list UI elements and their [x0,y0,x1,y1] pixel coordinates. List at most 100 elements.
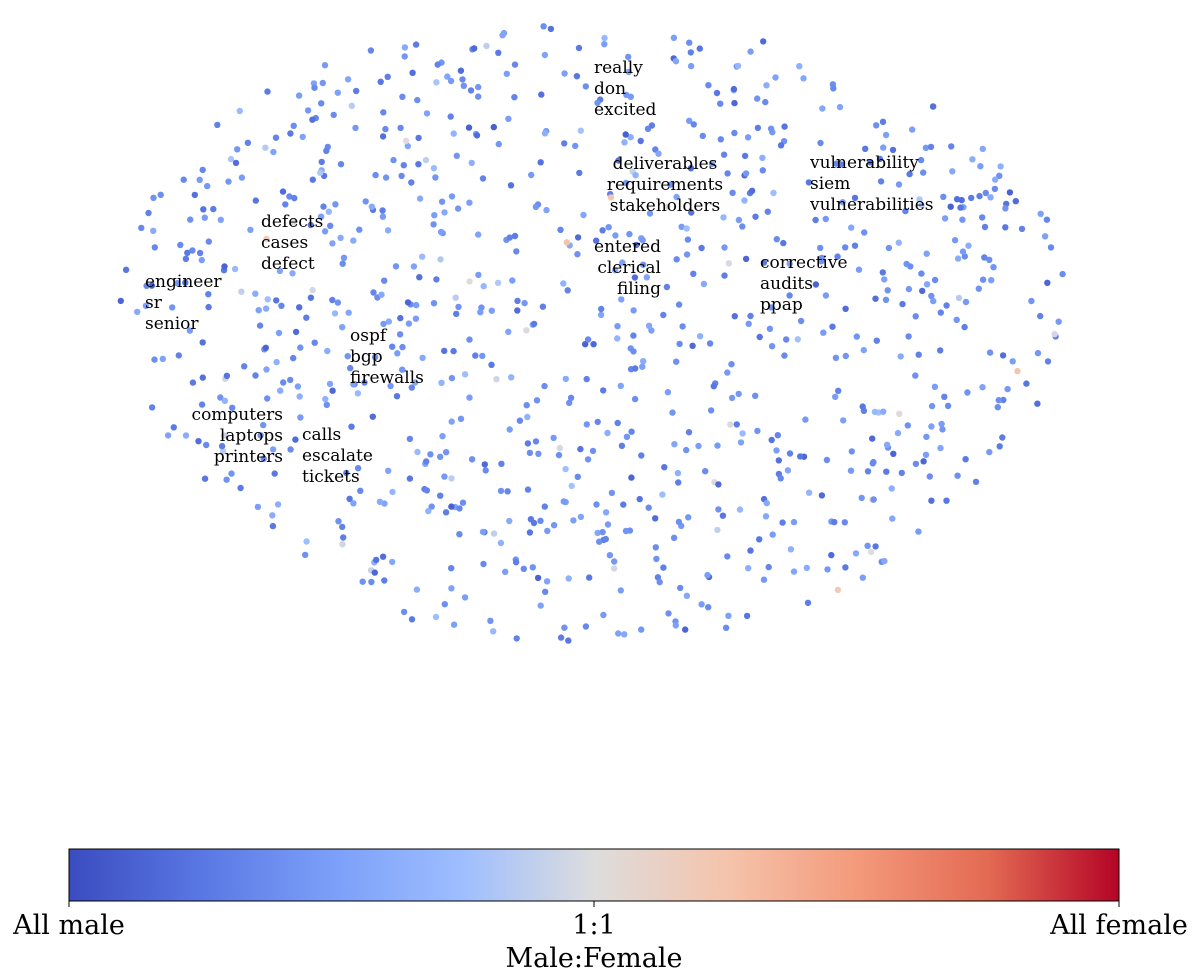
scatter-point [199,339,206,346]
scatter-point [450,130,457,137]
scatter-point [731,313,738,320]
scatter-point [295,92,303,99]
scatter-point [818,492,826,499]
scatter-point [461,594,469,601]
scatter-point [228,470,235,477]
scatter-point [991,185,999,193]
scatter-point [271,470,278,477]
scatter-point [507,182,515,189]
scatter-point [488,307,495,314]
cluster-label-word: vulnerabilities [809,195,934,215]
scatter-point [986,349,994,356]
scatter-point [615,157,622,164]
scatter-point [371,354,379,361]
scatter-point [923,281,931,288]
scatter-point [433,276,440,283]
scatter-point [232,159,240,167]
scatter-point [287,446,294,453]
scatter-point [596,538,603,545]
scatter-point [459,76,466,83]
scatter-point [698,601,705,608]
scatter-point [745,320,752,327]
scatter-point [1044,279,1051,286]
scatter-point [818,254,825,262]
scatter-point [264,296,271,303]
scatter-point [842,352,849,360]
scatter-point [254,503,262,511]
scatter-point [234,146,241,153]
scatter-point [379,133,387,140]
cluster-label-word: senior [145,314,199,334]
scatter-point [321,61,329,69]
scatter-point [199,374,206,381]
scatter-point [625,53,632,61]
scatter-point [346,495,353,502]
scatter-point [720,151,728,158]
scatter-point [273,297,280,304]
scatter-point [1018,225,1026,233]
scatter-point [623,91,630,99]
scatter-point [187,216,194,223]
scatter-point [747,547,754,554]
cluster-label-word: vulnerability [809,153,919,173]
scatter-point [200,206,207,213]
scatter-point [334,89,341,96]
scatter-point [437,228,445,236]
scatter-point [274,501,282,508]
scatter-point [264,88,271,95]
scatter-point [159,355,166,363]
scatter-point [704,571,711,579]
scatter-point [786,450,794,457]
scatter-point [760,38,767,45]
scatter-point [438,379,445,386]
scatter-point [532,438,540,445]
scatter-point [373,556,380,564]
scatter-point [201,214,208,221]
scatter-point [979,214,986,221]
scatter-point [870,496,877,503]
scatter-point [323,147,330,154]
scatter-point [475,93,482,100]
scatter-point [830,85,837,92]
scatter-point [260,455,267,462]
scatter-point [655,150,662,157]
scatter-point [231,265,239,273]
cluster-label-word: cases [261,233,308,253]
scatter-point [290,354,297,362]
scatter-point [217,394,224,401]
scatter-point [819,105,826,112]
scatter-point [321,228,329,235]
scatter-point [928,402,936,410]
scatter-point [832,393,839,400]
scatter-point [898,469,905,477]
scatter-point [381,577,388,584]
scatter-point [502,568,509,575]
scatter-point [337,234,344,241]
scatter-point [669,409,676,416]
scatter-point [419,253,426,260]
scatter-point [876,155,884,163]
scatter-point [368,578,375,586]
scatter-point [714,442,721,449]
scatter-point [309,286,316,294]
scatter-point [859,403,866,410]
scatter-point [922,451,930,458]
scatter-point [931,276,939,284]
scatter-point [526,449,534,457]
scatter-point [747,312,754,320]
scatter-point [617,587,624,594]
scatter-point [656,578,663,586]
scatter-point [1012,198,1019,205]
scatter-point [378,291,385,298]
scatter-point [883,441,891,448]
scatter-point [577,445,584,453]
scatter-point [992,176,999,183]
scatter-point [996,172,1003,179]
scatter-point [733,421,740,428]
scatter-point [877,178,885,185]
scatter-point [997,163,1004,170]
scatter-point [339,523,346,531]
